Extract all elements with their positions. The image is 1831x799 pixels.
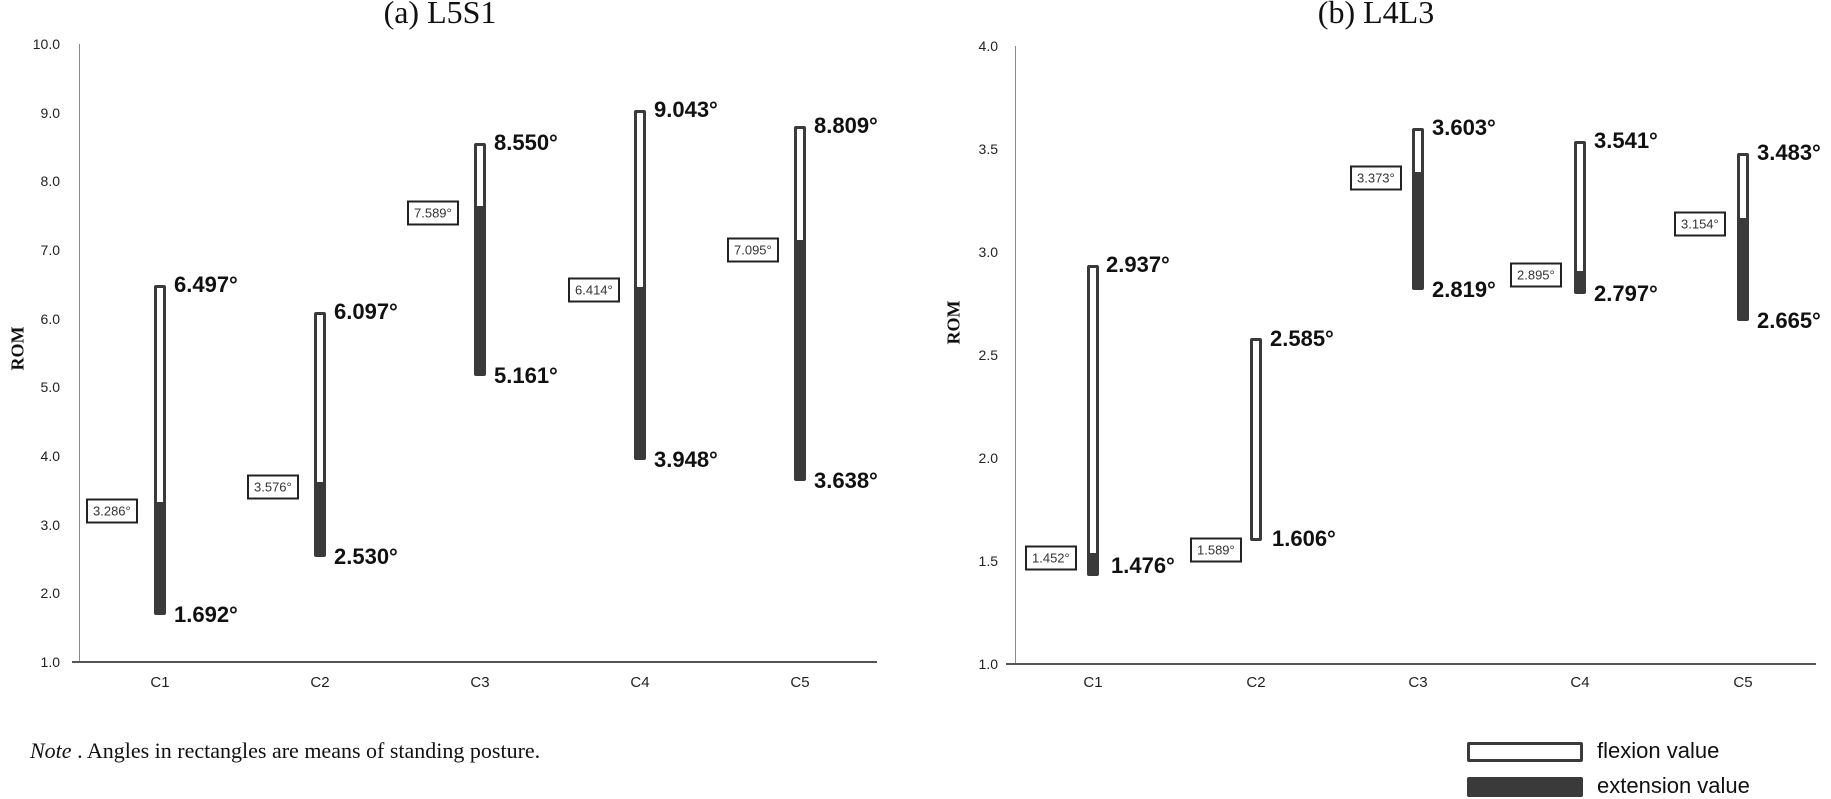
x-tick: C1: [150, 674, 170, 691]
extension-label: 1.476°: [1111, 553, 1175, 578]
standing-mean-box: 3.373°: [1350, 165, 1402, 191]
range-bar: [1412, 128, 1424, 290]
standing-mean-box: 6.414°: [568, 277, 620, 303]
y-tick: 1.5: [978, 553, 998, 569]
standing-mean-box: 3.286°: [86, 498, 138, 524]
standing-mean-box: 1.589°: [1190, 537, 1242, 563]
x-tick: C3: [1408, 674, 1428, 691]
range-bar: [1087, 265, 1099, 576]
y-tick: 3.5: [978, 141, 998, 157]
y-axis-label: ROM: [943, 300, 964, 345]
flexion-label: 2.937°: [1106, 252, 1170, 277]
flexion-label: 9.043°: [654, 97, 718, 122]
note-text: . Angles in rectangles are means of stan…: [71, 738, 541, 763]
flexion-label: 8.550°: [494, 130, 558, 155]
note-prefix: Note: [30, 738, 72, 763]
standing-mean-box: 7.095°: [727, 237, 779, 263]
x-tick: C3: [470, 674, 490, 691]
range-bar: [634, 110, 646, 460]
y-axis: [1015, 46, 1016, 665]
y-tick: 5.0: [40, 379, 60, 395]
x-tick: C4: [1570, 674, 1590, 691]
range-bar: [794, 126, 806, 481]
x-tick: C1: [1083, 674, 1103, 691]
x-tick: C5: [1733, 674, 1753, 691]
flexion-label: 8.809°: [814, 113, 878, 138]
x-axis: [72, 661, 877, 663]
y-tick: 2.0: [978, 450, 998, 466]
legend-swatch-flexion: [1467, 742, 1583, 762]
extension-label: 3.948°: [654, 447, 718, 472]
standing-mean-box: 2.895°: [1510, 262, 1562, 288]
y-tick: 2.0: [40, 585, 60, 601]
y-tick: 2.5: [978, 347, 998, 363]
chart-title-l4l3: (b) L4L3: [1317, 0, 1435, 30]
range-bar: [474, 143, 486, 376]
y-tick: 3.0: [978, 244, 998, 260]
y-tick: 6.0: [40, 311, 60, 327]
x-tick: C5: [790, 674, 810, 691]
legend-label-flexion: flexion value: [1597, 738, 1720, 763]
y-tick: 3.0: [40, 517, 60, 533]
x-tick: C4: [630, 674, 650, 691]
flexion-label: 3.541°: [1594, 128, 1658, 153]
flexion-label: 6.097°: [334, 299, 398, 324]
x-axis: [1006, 663, 1816, 665]
x-tick: C2: [310, 674, 330, 691]
flexion-label: 3.603°: [1432, 115, 1496, 140]
chart-title-l5s1: (a) L5S1: [383, 0, 497, 30]
extension-label: 2.530°: [334, 544, 398, 569]
flexion-label: 3.483°: [1757, 140, 1821, 165]
y-tick: 9.0: [40, 105, 60, 121]
standing-mean-box: 1.452°: [1025, 545, 1077, 571]
legend-swatch-extension: [1467, 777, 1583, 797]
flexion-label: 6.497°: [174, 272, 238, 297]
y-tick: 1.0: [978, 656, 998, 672]
range-bar: [1250, 338, 1262, 541]
range-bar: [1574, 141, 1586, 294]
figure-note: Note . Angles in rectangles are means of…: [30, 738, 540, 764]
range-bar: [154, 285, 166, 615]
flexion-label: 2.585°: [1270, 326, 1334, 351]
extension-label: 5.161°: [494, 363, 558, 388]
y-tick: 8.0: [40, 173, 60, 189]
range-bar: [314, 312, 326, 557]
legend-label-extension: extension value: [1597, 773, 1750, 798]
standing-mean-box: 3.154°: [1674, 211, 1726, 237]
y-tick: 4.0: [978, 38, 998, 54]
extension-label: 3.638°: [814, 468, 878, 493]
extension-label: 1.692°: [174, 602, 238, 627]
y-tick: 4.0: [40, 448, 60, 464]
x-tick: C2: [1246, 674, 1266, 691]
standing-mean-box: 7.589°: [407, 200, 459, 226]
standing-mean-box: 3.576°: [247, 474, 299, 500]
extension-label: 1.606°: [1272, 526, 1336, 551]
y-tick: 10.0: [32, 36, 60, 52]
y-axis: [79, 44, 80, 663]
y-axis-label: ROM: [7, 326, 28, 371]
range-bar: [1737, 153, 1749, 321]
extension-label: 2.797°: [1594, 281, 1658, 306]
y-tick: 7.0: [40, 242, 60, 258]
y-tick: 1.0: [40, 654, 60, 670]
extension-label: 2.665°: [1757, 308, 1821, 333]
extension-label: 2.819°: [1432, 277, 1496, 302]
